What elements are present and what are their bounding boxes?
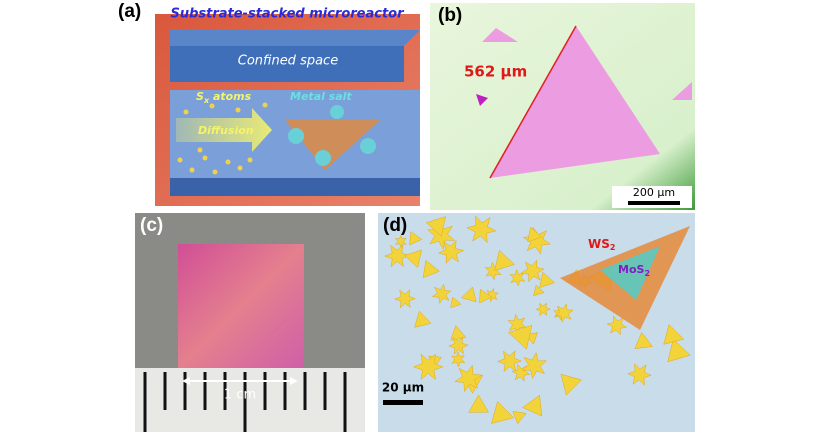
flake: [394, 234, 407, 249]
ws2-label: WS2: [588, 237, 615, 252]
salt-sphere: [330, 105, 344, 119]
salt-sphere: [315, 150, 331, 166]
flake: [409, 231, 423, 246]
panel-label: (d): [383, 215, 407, 236]
top-plate: [170, 30, 420, 46]
flake: [484, 287, 500, 303]
flake: [667, 338, 691, 363]
top-plate-front: [170, 46, 404, 82]
scale-label: 200 μm: [633, 186, 675, 199]
atoms-label: Sx atoms: [196, 90, 252, 105]
triangle-flake: [672, 82, 692, 100]
triangle-flake: [490, 26, 660, 178]
flake: [522, 226, 552, 255]
flake: [496, 350, 523, 373]
flake: [520, 259, 545, 283]
atom-dots: [177, 102, 268, 175]
lattice: [285, 120, 380, 170]
flake: [450, 351, 466, 368]
flake: [627, 363, 652, 386]
substrate-front: [170, 178, 420, 196]
panel-label: (b): [438, 5, 462, 26]
flake: [512, 410, 527, 425]
confined-label: Confined space: [238, 54, 338, 69]
salt-label: Metal salt: [290, 90, 352, 103]
ruler: [135, 368, 365, 432]
flake: [634, 331, 653, 350]
flake: [466, 215, 497, 244]
flake: [535, 302, 551, 317]
flake: [448, 336, 469, 355]
flake: [437, 239, 465, 264]
arrow-head: [290, 377, 298, 385]
flake: [461, 286, 477, 303]
panel-c: (c) 1 cm: [135, 213, 365, 432]
flake: [394, 289, 416, 309]
flake: [454, 364, 483, 393]
arrow-head: [182, 377, 190, 385]
flake: [560, 373, 582, 396]
dimension-line: [489, 25, 577, 179]
salt-sphere: [360, 138, 376, 154]
flake: [450, 325, 467, 341]
flake: [521, 351, 548, 380]
flakes: [383, 215, 691, 425]
flake: [663, 324, 685, 345]
flake: [491, 400, 515, 424]
flake: [508, 324, 533, 350]
flake: [468, 394, 489, 413]
flake: [412, 353, 444, 381]
diffusion-label: Diffusion: [198, 124, 254, 137]
triangle-flake: [482, 28, 518, 42]
diffusion-arrow: [176, 108, 272, 152]
flake: [533, 284, 545, 297]
flake: [383, 244, 411, 268]
panel-label: (c): [140, 215, 163, 236]
salt-sphere: [288, 128, 304, 144]
ruler-ticks: [143, 372, 347, 432]
flake: [425, 216, 446, 237]
scale-bar: [383, 400, 423, 405]
flake: [404, 249, 422, 268]
flake: [494, 249, 515, 271]
flake: [527, 226, 543, 243]
wafer: [178, 244, 304, 368]
mos2-label: MoS2: [618, 263, 650, 278]
flake: [431, 283, 452, 305]
panel-title: Substrate-stacked microreactor: [170, 7, 405, 22]
panel-b: (b) 562 μm 200 μm: [430, 3, 695, 210]
scale-label: 1 cm: [224, 388, 256, 403]
scale-bar: [628, 201, 680, 205]
panel-label: (a): [118, 1, 141, 22]
flake: [422, 259, 440, 278]
flake: [554, 303, 574, 323]
flake: [414, 310, 432, 328]
size-label: 562 μm: [464, 63, 527, 81]
triangle-flake: [476, 94, 488, 106]
flake: [539, 271, 556, 288]
panel-d: (d) WS2 MoS2 20 μm: [378, 213, 695, 432]
flake: [479, 288, 493, 304]
flake: [522, 394, 543, 417]
panel-a: (a) Substrate-stacked microreactor Confi…: [118, 1, 420, 206]
scale-label: 20 μm: [382, 381, 424, 395]
flake: [450, 296, 462, 309]
lattice-core: [600, 246, 660, 300]
